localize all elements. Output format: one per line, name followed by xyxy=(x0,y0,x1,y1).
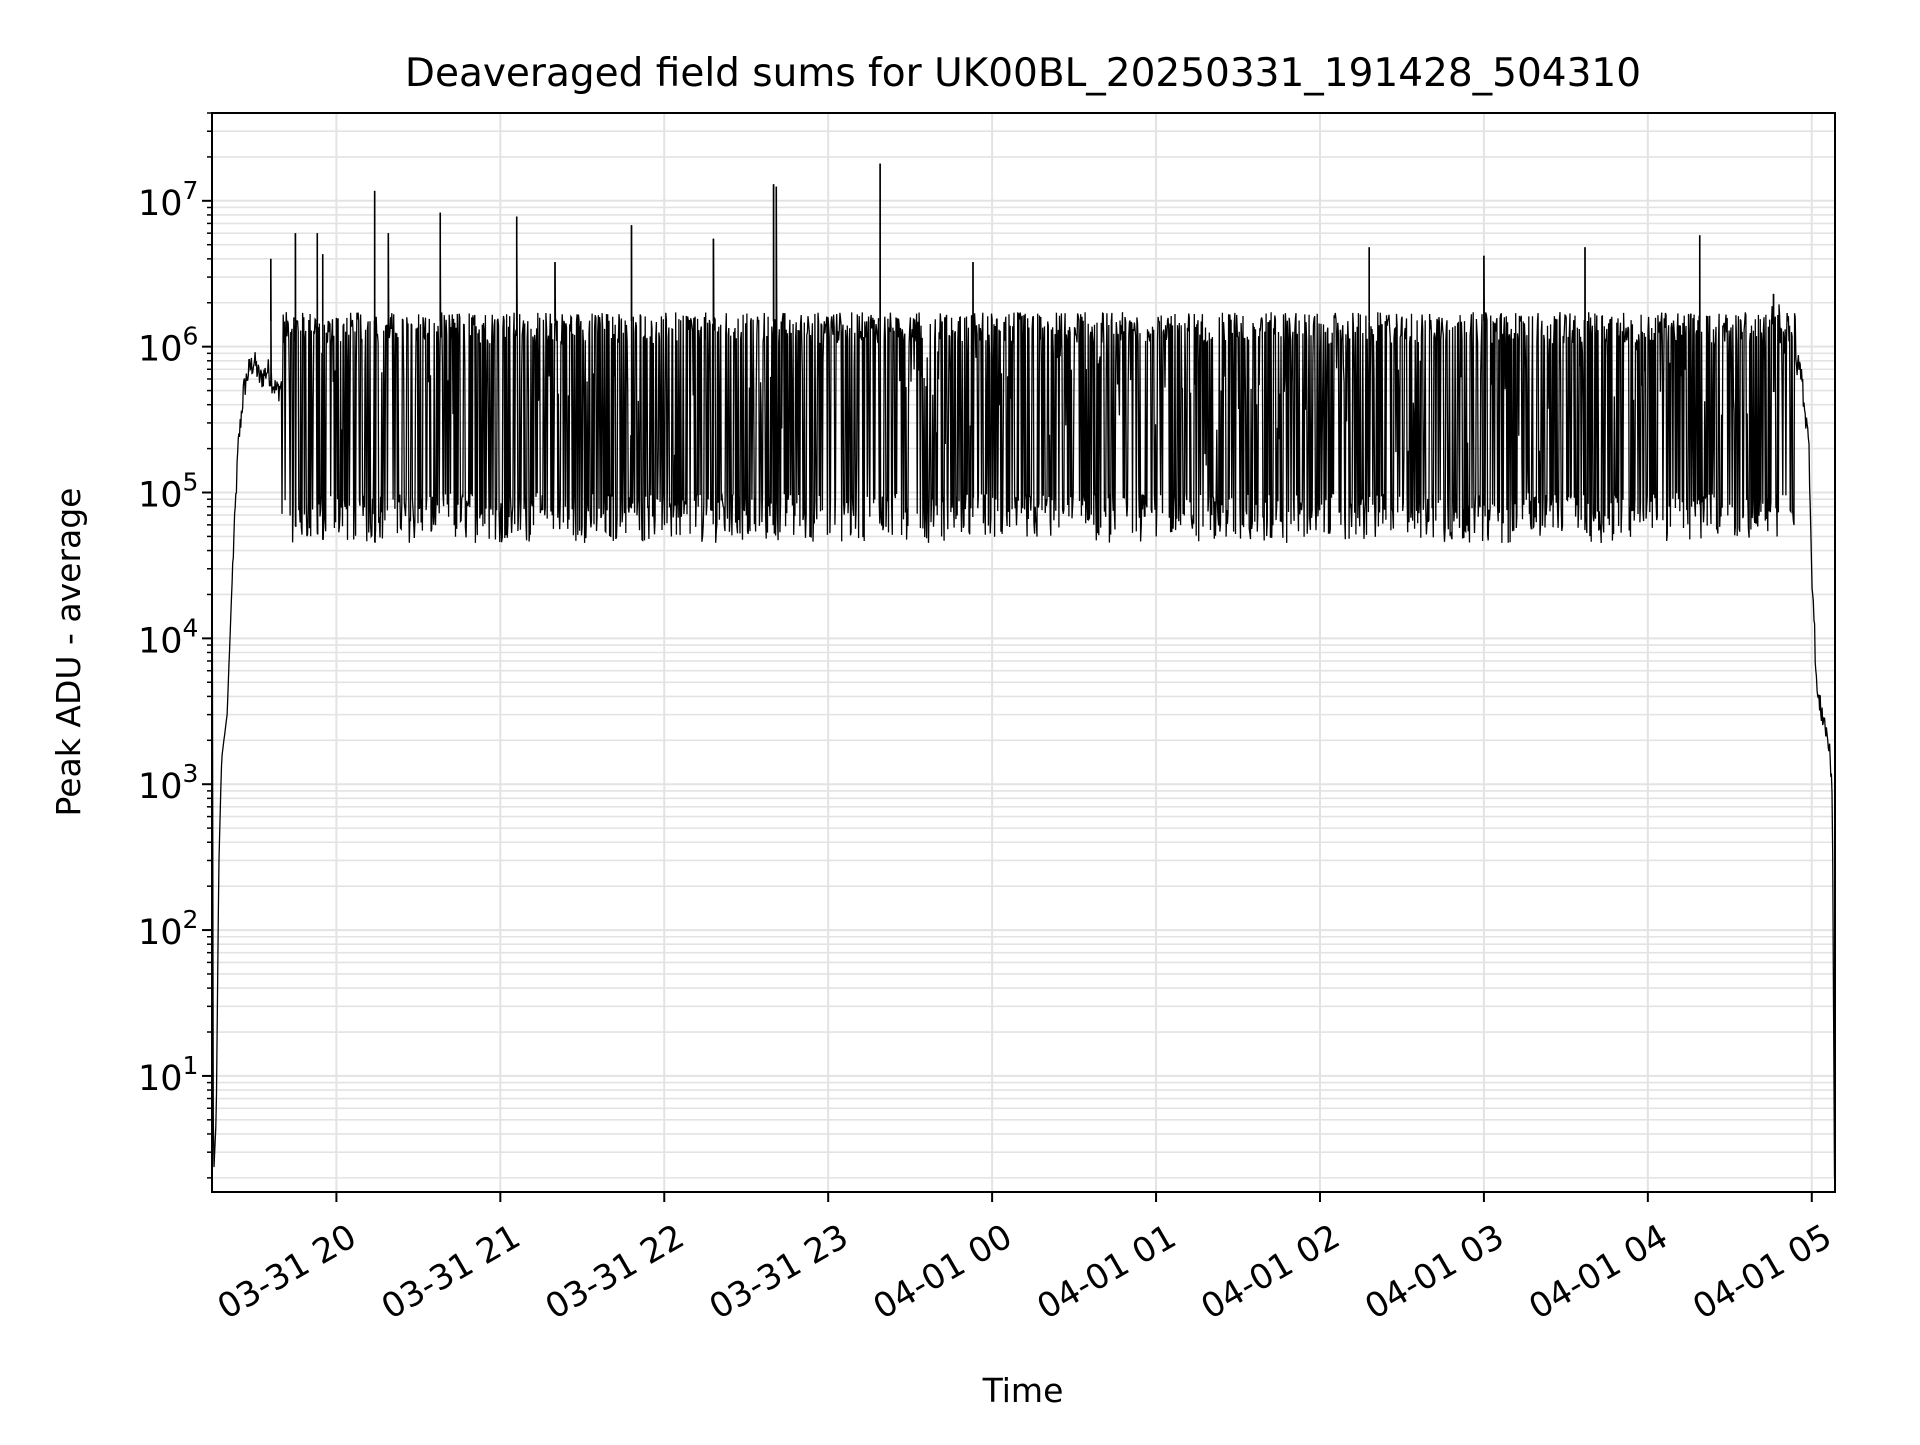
y-tick-label: 102 xyxy=(138,905,198,953)
y-tick-label: 107 xyxy=(138,176,198,224)
y-tick-label: 105 xyxy=(138,468,198,516)
data-series xyxy=(212,163,1835,1178)
grid-lines xyxy=(212,112,1835,1192)
x-axis-label: Time xyxy=(982,1371,1064,1410)
series-line xyxy=(212,163,1835,1178)
y-axis-label: Peak ADU - average xyxy=(49,488,88,817)
y-tick-label: 103 xyxy=(138,759,198,807)
y-tick-label: 101 xyxy=(138,1051,198,1099)
y-tick-label: 106 xyxy=(138,322,198,370)
y-tick-label: 104 xyxy=(138,613,198,661)
chart-title: Deaveraged field sums for UK00BL_2025033… xyxy=(405,51,1641,96)
